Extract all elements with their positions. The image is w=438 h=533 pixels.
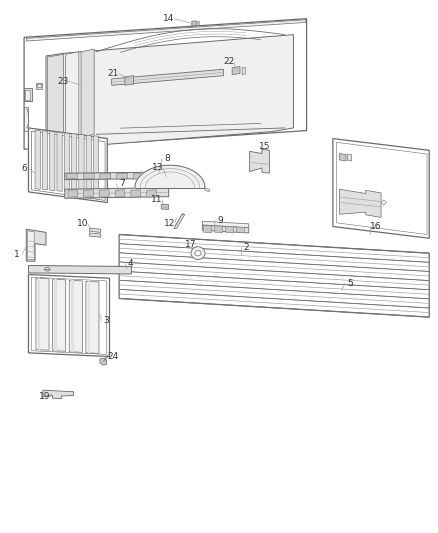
Polygon shape bbox=[100, 173, 111, 179]
Polygon shape bbox=[24, 88, 32, 101]
Polygon shape bbox=[79, 134, 84, 193]
Polygon shape bbox=[88, 281, 90, 353]
Text: 9: 9 bbox=[217, 216, 223, 224]
Polygon shape bbox=[205, 188, 209, 192]
Polygon shape bbox=[67, 173, 78, 179]
Ellipse shape bbox=[195, 251, 201, 256]
Text: 8: 8 bbox=[164, 154, 170, 163]
Polygon shape bbox=[215, 225, 223, 233]
Polygon shape bbox=[381, 200, 386, 205]
Polygon shape bbox=[28, 274, 110, 357]
Polygon shape bbox=[339, 189, 381, 217]
Polygon shape bbox=[226, 225, 233, 233]
Text: 3: 3 bbox=[103, 317, 110, 325]
Text: 23: 23 bbox=[57, 77, 68, 85]
Polygon shape bbox=[65, 188, 169, 198]
Polygon shape bbox=[47, 54, 64, 143]
Polygon shape bbox=[192, 21, 196, 26]
Polygon shape bbox=[202, 221, 249, 228]
Polygon shape bbox=[69, 280, 82, 352]
Polygon shape bbox=[112, 69, 223, 85]
Polygon shape bbox=[119, 235, 429, 317]
Polygon shape bbox=[24, 19, 307, 149]
Polygon shape bbox=[250, 149, 269, 173]
Polygon shape bbox=[115, 190, 125, 197]
Text: 11: 11 bbox=[151, 195, 162, 204]
Polygon shape bbox=[161, 204, 169, 209]
Polygon shape bbox=[43, 390, 74, 399]
Polygon shape bbox=[54, 279, 57, 351]
Polygon shape bbox=[35, 130, 40, 189]
Polygon shape bbox=[202, 225, 249, 233]
Text: 10: 10 bbox=[77, 219, 88, 228]
Polygon shape bbox=[81, 49, 94, 137]
Polygon shape bbox=[204, 225, 212, 233]
Polygon shape bbox=[86, 281, 99, 353]
Text: 17: 17 bbox=[185, 240, 196, 249]
Text: 21: 21 bbox=[107, 69, 119, 78]
Polygon shape bbox=[99, 190, 109, 197]
Polygon shape bbox=[64, 133, 70, 192]
Polygon shape bbox=[71, 280, 74, 352]
Text: 5: 5 bbox=[347, 279, 353, 287]
Polygon shape bbox=[242, 67, 245, 75]
Polygon shape bbox=[38, 278, 40, 350]
Polygon shape bbox=[49, 132, 55, 191]
Text: 22: 22 bbox=[223, 58, 234, 66]
Polygon shape bbox=[339, 154, 346, 161]
Polygon shape bbox=[174, 214, 185, 229]
Polygon shape bbox=[83, 173, 94, 179]
Polygon shape bbox=[117, 173, 127, 179]
Polygon shape bbox=[28, 128, 107, 203]
Polygon shape bbox=[197, 21, 199, 25]
Polygon shape bbox=[237, 225, 244, 233]
Polygon shape bbox=[135, 165, 205, 188]
Polygon shape bbox=[66, 52, 79, 140]
Text: 24: 24 bbox=[107, 352, 119, 361]
Polygon shape bbox=[42, 131, 48, 190]
Polygon shape bbox=[133, 173, 144, 179]
Text: 13: 13 bbox=[152, 164, 163, 172]
Polygon shape bbox=[36, 83, 42, 89]
Polygon shape bbox=[65, 172, 157, 180]
Polygon shape bbox=[89, 228, 101, 232]
Polygon shape bbox=[57, 132, 62, 191]
Polygon shape bbox=[86, 135, 92, 194]
Polygon shape bbox=[125, 76, 134, 85]
Polygon shape bbox=[25, 90, 30, 100]
Polygon shape bbox=[347, 154, 352, 161]
Polygon shape bbox=[89, 233, 101, 237]
Polygon shape bbox=[333, 139, 429, 238]
Text: 12: 12 bbox=[164, 219, 175, 228]
Polygon shape bbox=[147, 190, 156, 197]
Polygon shape bbox=[71, 134, 77, 193]
Polygon shape bbox=[53, 279, 66, 351]
Polygon shape bbox=[26, 20, 306, 41]
Text: 6: 6 bbox=[21, 165, 28, 173]
Text: 7: 7 bbox=[119, 179, 125, 188]
Polygon shape bbox=[93, 136, 99, 195]
Text: 16: 16 bbox=[370, 222, 381, 231]
Text: 1: 1 bbox=[14, 250, 20, 259]
Polygon shape bbox=[28, 231, 34, 260]
Text: 14: 14 bbox=[163, 14, 174, 23]
Polygon shape bbox=[68, 190, 78, 197]
Polygon shape bbox=[26, 229, 46, 261]
Polygon shape bbox=[100, 358, 106, 365]
Polygon shape bbox=[232, 67, 240, 75]
Text: 19: 19 bbox=[39, 392, 50, 401]
Polygon shape bbox=[24, 107, 28, 131]
Ellipse shape bbox=[191, 247, 205, 260]
Text: 2: 2 bbox=[244, 243, 249, 252]
Polygon shape bbox=[37, 84, 41, 87]
Polygon shape bbox=[46, 35, 293, 148]
Text: 4: 4 bbox=[128, 259, 133, 268]
Polygon shape bbox=[36, 278, 49, 350]
Polygon shape bbox=[84, 190, 93, 197]
Polygon shape bbox=[131, 190, 141, 197]
Polygon shape bbox=[28, 265, 131, 274]
Text: 15: 15 bbox=[259, 142, 271, 150]
